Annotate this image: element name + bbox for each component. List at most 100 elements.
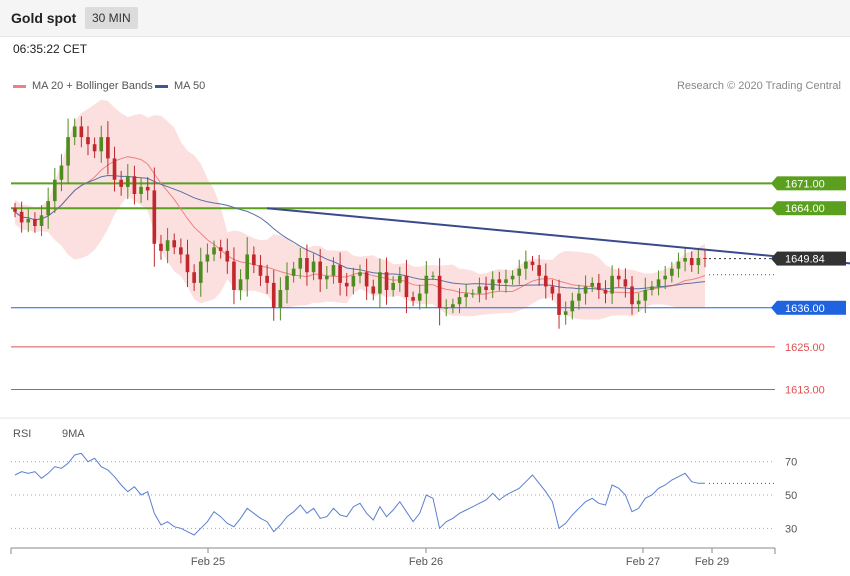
x-tick-label: Feb 25 bbox=[191, 556, 225, 568]
candle bbox=[623, 268, 628, 298]
candle-body bbox=[703, 258, 707, 259]
candle-body bbox=[344, 282, 349, 287]
candle-body bbox=[537, 265, 541, 276]
level-label-pointer bbox=[771, 176, 777, 191]
candle bbox=[238, 269, 243, 301]
candle-body bbox=[477, 286, 482, 294]
candle bbox=[99, 125, 104, 163]
candle bbox=[52, 168, 57, 213]
candle-body bbox=[172, 240, 177, 248]
candle-body bbox=[238, 279, 243, 290]
research-credit: Research © 2020 Trading Central bbox=[676, 80, 841, 92]
candle bbox=[457, 288, 462, 314]
candle-body bbox=[457, 297, 462, 305]
candle-body bbox=[444, 307, 449, 309]
candle-body bbox=[550, 286, 555, 294]
candle bbox=[404, 259, 409, 314]
candle-body bbox=[597, 282, 601, 290]
candle-body bbox=[643, 290, 648, 301]
candle bbox=[351, 267, 356, 295]
candle bbox=[26, 209, 31, 233]
candle bbox=[205, 243, 210, 273]
candle bbox=[650, 280, 654, 296]
candle bbox=[265, 264, 269, 294]
candle-body bbox=[378, 272, 382, 294]
candle bbox=[656, 270, 661, 296]
candle-body bbox=[464, 293, 468, 298]
level-label-bg bbox=[777, 201, 846, 216]
candle bbox=[358, 264, 362, 284]
legend-9ma: 9MA bbox=[62, 428, 85, 440]
candle bbox=[417, 284, 422, 310]
candle bbox=[106, 121, 110, 175]
legend-rsi: RSI bbox=[13, 428, 31, 440]
rsi-legend-label: RSI bbox=[13, 428, 32, 440]
x-axis: Feb 25 Feb 26 Feb 27 Feb 29 bbox=[10, 547, 776, 568]
candle-body bbox=[311, 261, 316, 273]
candle bbox=[411, 291, 415, 307]
candle-body bbox=[159, 243, 163, 251]
candle-body bbox=[325, 275, 329, 280]
candle-body bbox=[212, 247, 216, 255]
candle-body bbox=[298, 258, 303, 269]
candle bbox=[325, 266, 329, 290]
candle bbox=[703, 249, 707, 268]
candle-body bbox=[132, 176, 137, 194]
candle-body bbox=[318, 261, 323, 280]
level-label: 1664.00 bbox=[785, 203, 825, 215]
candle bbox=[59, 154, 64, 192]
candle bbox=[305, 244, 309, 286]
candle-body bbox=[79, 126, 84, 138]
level-label-bg bbox=[777, 176, 846, 191]
candle bbox=[13, 202, 17, 218]
candle bbox=[285, 262, 289, 304]
candle bbox=[225, 238, 230, 274]
candle bbox=[338, 252, 342, 296]
candle bbox=[378, 258, 382, 308]
candle-body bbox=[364, 272, 369, 287]
candle bbox=[610, 265, 614, 305]
timeframe-badge[interactable]: 30 MIN bbox=[85, 7, 138, 29]
ma9-legend-label: 9MA bbox=[62, 428, 85, 440]
candle-body bbox=[26, 218, 31, 223]
candle-body bbox=[331, 265, 336, 276]
candle bbox=[271, 269, 276, 321]
candle bbox=[66, 118, 70, 185]
candle bbox=[232, 247, 236, 305]
candle bbox=[616, 268, 621, 287]
candle bbox=[311, 253, 316, 281]
candle-body bbox=[543, 275, 548, 287]
x-tick-label: Feb 27 bbox=[626, 556, 660, 568]
ma50-swatch bbox=[155, 84, 168, 88]
candle bbox=[119, 170, 123, 196]
candle-body bbox=[517, 268, 522, 276]
chart-header: Gold spot 30 MIN bbox=[0, 0, 850, 37]
candle bbox=[524, 250, 528, 280]
candle bbox=[630, 275, 634, 315]
candle bbox=[39, 205, 44, 237]
timestamp: 06:35:22 CET bbox=[13, 42, 88, 56]
level-label-pointer bbox=[771, 201, 777, 216]
candle-body bbox=[152, 190, 157, 244]
candle bbox=[391, 276, 395, 297]
candle-body bbox=[411, 297, 415, 301]
candle-body bbox=[610, 275, 614, 294]
x-tick-label: Feb 29 bbox=[695, 556, 729, 568]
candle-body bbox=[696, 258, 701, 266]
ma20-legend-label: MA 20 + Bollinger Bands bbox=[32, 80, 153, 92]
candle bbox=[670, 261, 674, 283]
candle-body bbox=[484, 286, 488, 290]
level-label: 1649.84 bbox=[785, 254, 825, 266]
candle-body bbox=[563, 311, 568, 315]
candle bbox=[245, 237, 250, 297]
candle bbox=[477, 277, 482, 303]
candle-body bbox=[33, 218, 37, 226]
candle-body bbox=[52, 179, 57, 202]
candle bbox=[198, 247, 203, 297]
candle-body bbox=[72, 126, 77, 138]
candle bbox=[424, 261, 429, 309]
rsi-line bbox=[14, 452, 705, 536]
candle bbox=[152, 167, 157, 267]
levels-layer bbox=[11, 182, 775, 391]
candle-body bbox=[179, 247, 183, 255]
